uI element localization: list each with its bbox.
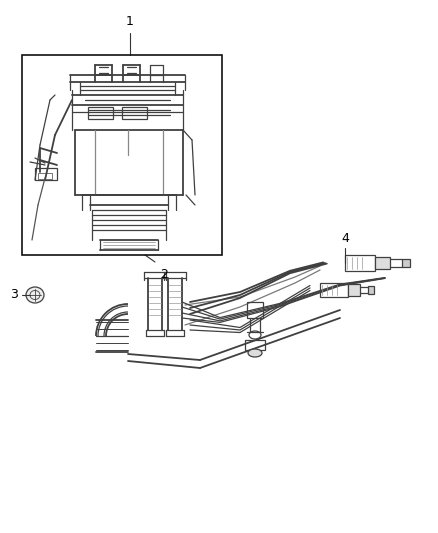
Bar	[348, 284, 360, 296]
Bar	[402, 259, 410, 267]
Bar	[122, 107, 147, 119]
Bar	[38, 173, 52, 179]
Bar	[375, 257, 390, 269]
Bar	[88, 107, 113, 119]
Text: 1: 1	[126, 15, 134, 28]
Ellipse shape	[26, 287, 44, 303]
Bar	[247, 302, 263, 318]
Text: 3: 3	[10, 288, 18, 302]
Bar	[35, 168, 57, 180]
Text: 4: 4	[341, 232, 349, 245]
Bar	[345, 255, 375, 271]
Ellipse shape	[248, 349, 262, 357]
Bar	[22, 55, 222, 255]
Text: 2: 2	[160, 268, 168, 281]
Bar	[368, 286, 374, 294]
Bar	[320, 283, 348, 297]
Bar	[245, 340, 265, 350]
